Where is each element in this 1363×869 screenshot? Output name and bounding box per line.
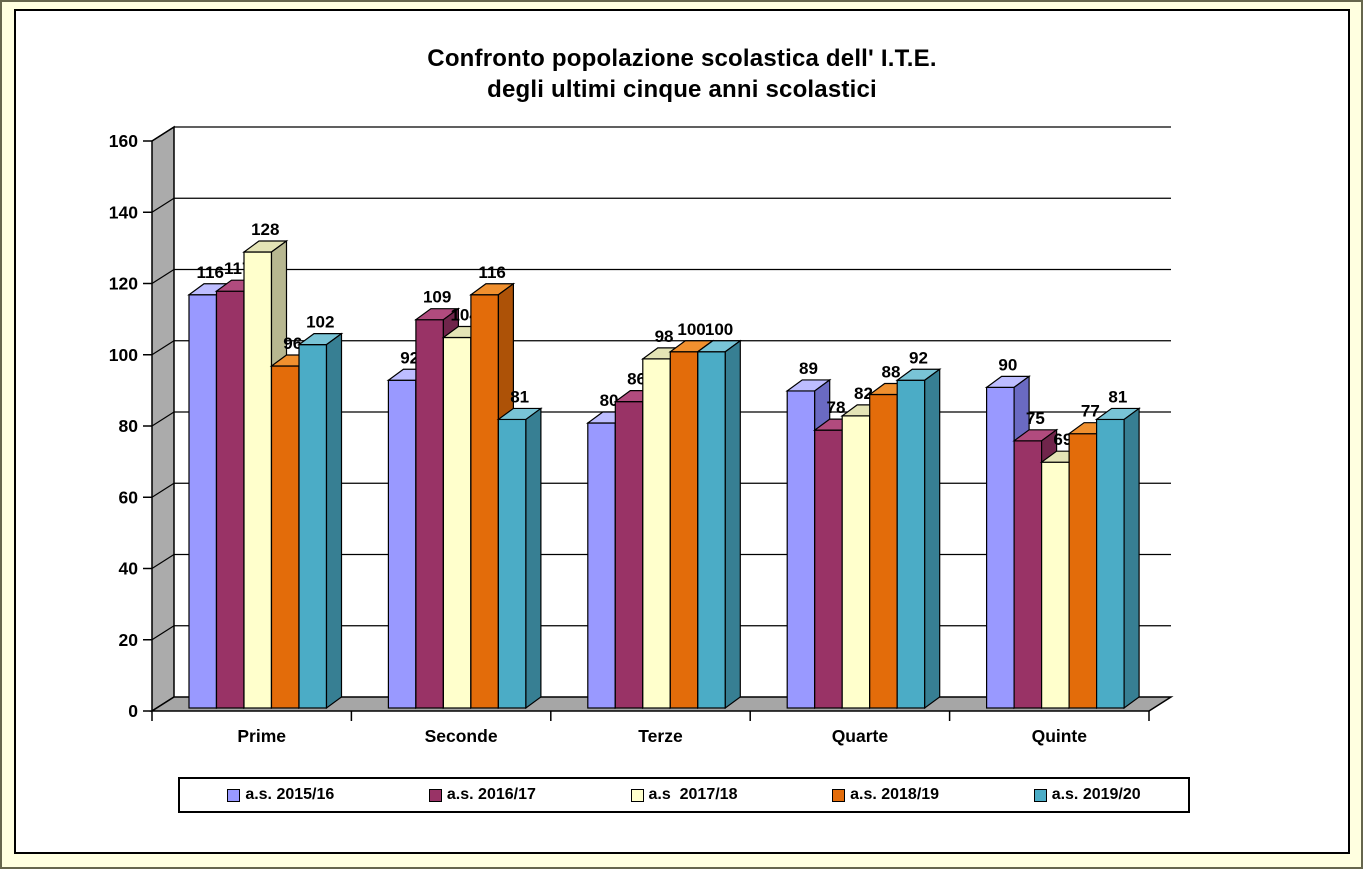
bar-side-face (325, 332, 343, 710)
bar (697, 351, 726, 709)
legend-marker (1033, 788, 1047, 802)
chart-title-line-2: degli ultimi cinque anni scolastici (487, 76, 877, 103)
legend-item: a.s. 2019/20 (986, 786, 1188, 804)
wall-tick-line (151, 126, 175, 142)
bar-data-label: 75 (1026, 409, 1045, 428)
wall-tick-line (151, 411, 175, 427)
legend-marker (630, 788, 644, 802)
bar-data-label: 92 (400, 348, 419, 367)
bar (442, 336, 472, 709)
x-axis-category-label: Terze (638, 726, 683, 746)
legend-label: a.s. 2016/17 (446, 786, 536, 803)
x-axis-category-label: Seconde (425, 726, 498, 746)
bar-data-label: 92 (909, 348, 928, 367)
bar (188, 294, 218, 709)
bar (1068, 433, 1098, 709)
wall-tick-line (151, 482, 175, 498)
bar-data-label: 128 (251, 220, 279, 239)
bar-data-label: 88 (881, 363, 900, 382)
bar (669, 351, 699, 709)
bar (270, 365, 300, 709)
legend-marker (832, 788, 846, 802)
y-axis-label: 20 (119, 630, 139, 650)
bar (896, 379, 926, 709)
bar (841, 415, 871, 709)
chart-area: Confronto popolazione scolastica dell' I… (14, 9, 1350, 854)
y-axis-label: 0 (128, 701, 138, 721)
bar (497, 418, 527, 709)
y-axis-label: 40 (119, 559, 139, 579)
bar-data-label: 80 (600, 391, 619, 410)
bar-side-face (924, 368, 941, 710)
y-axis-label: 160 (109, 131, 138, 151)
legend-marker (227, 788, 241, 802)
bar-data-label: 109 (423, 288, 451, 307)
chart-title-line-1: Confronto popolazione scolastica dell' I… (427, 45, 937, 72)
bar (642, 358, 671, 709)
legend-item: a.s. 2016/17 (382, 786, 584, 804)
bar (985, 386, 1015, 709)
bar-side-face (724, 339, 741, 710)
bar-data-label: 96 (283, 334, 302, 353)
legend-label: a.s. 2015/16 (245, 786, 335, 803)
y-axis-label: 120 (109, 274, 138, 294)
y-axis-label: 80 (119, 416, 139, 436)
bar (215, 290, 245, 709)
legend: a.s. 2015/16 a.s. 2016/17 a.s 2017/18 a.s. … (178, 777, 1190, 813)
legend-item: a.s. 2018/19 (785, 786, 987, 804)
legend-label: a.s. 2018/19 (850, 786, 940, 803)
bar-data-label: 69 (1053, 430, 1072, 449)
bar-data-label: 81 (1108, 387, 1127, 406)
bar (869, 393, 898, 709)
bar-data-label: 100 (677, 320, 705, 339)
bar-data-label: 77 (1081, 402, 1100, 421)
bar (243, 251, 273, 709)
bar-side-face (1123, 407, 1140, 710)
chart-title: Confronto popolazione scolastica dell' I… (16, 43, 1348, 105)
legend-item: a.s. 2015/16 (180, 786, 382, 804)
x-axis-category-label: Prime (237, 726, 286, 746)
bar-data-label: 116 (478, 263, 505, 282)
legend-label: a.s. 2019/20 (1051, 786, 1141, 803)
bar-data-label: 78 (826, 398, 845, 417)
wall-tick-line (151, 553, 175, 570)
bar (298, 344, 328, 709)
bar (614, 401, 644, 709)
bar-data-label: 100 (705, 320, 733, 339)
y-axis-label: 60 (119, 487, 139, 507)
bar (1013, 440, 1043, 709)
wall-tick-line (151, 340, 175, 356)
bar (387, 379, 417, 709)
bar (587, 422, 616, 709)
bar-data-label: 90 (998, 355, 1017, 374)
bar-data-label: 81 (510, 387, 529, 406)
legend-label: a.s 2017/18 (648, 786, 738, 803)
x-axis-category-label: Quinte (1032, 726, 1088, 746)
bar-data-label: 82 (854, 384, 873, 403)
bar-data-label: 86 (627, 370, 646, 389)
bar (415, 319, 444, 709)
bar-side-face (525, 407, 542, 710)
bar (470, 294, 499, 709)
wall-tick-line (151, 197, 175, 213)
bar (786, 390, 816, 709)
bar-data-label: 89 (799, 359, 818, 378)
bar (1040, 461, 1070, 709)
legend-item: a.s 2017/18 (583, 786, 785, 804)
bar-data-label: 116 (197, 263, 224, 282)
wall-tick-line (151, 625, 175, 641)
bar-data-label: 98 (655, 327, 674, 346)
wall-tick-line (151, 268, 175, 285)
x-axis-category-label: Quarte (832, 726, 889, 746)
legend-marker (428, 788, 442, 802)
bar-data-label: 102 (306, 313, 334, 332)
bar (1095, 418, 1125, 709)
y-axis-label: 140 (109, 202, 138, 222)
bar (814, 429, 843, 709)
y-axis-label: 100 (109, 345, 138, 365)
